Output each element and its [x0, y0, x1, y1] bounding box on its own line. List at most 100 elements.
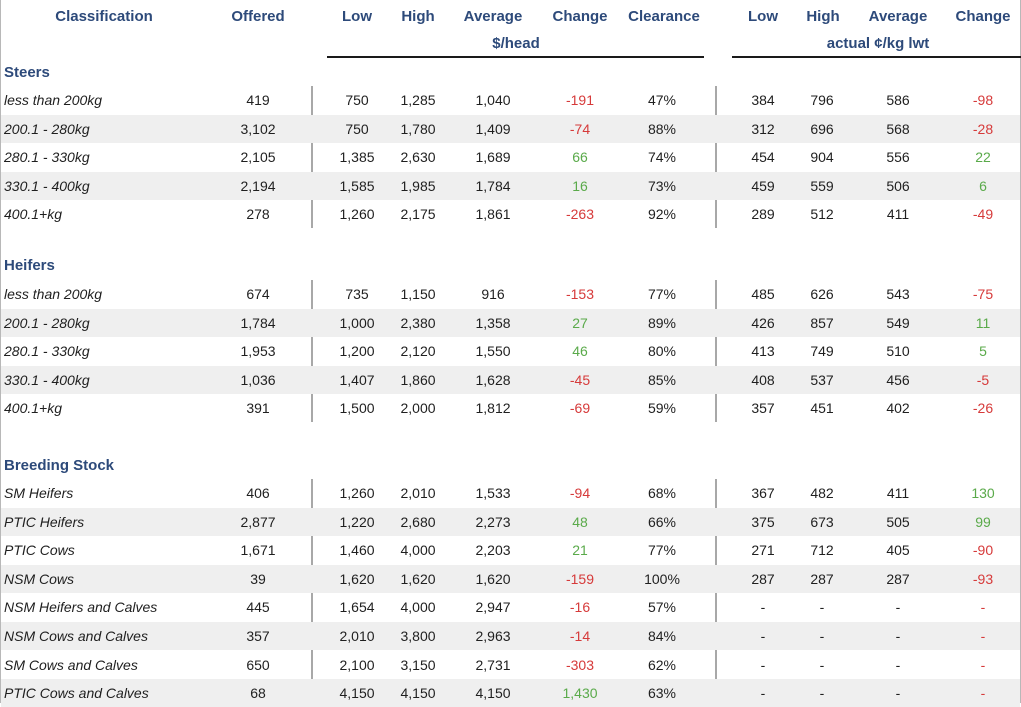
cell-low: 1,260 [339, 485, 375, 501]
column-separator [311, 280, 313, 422]
cell-low: 1,200 [339, 343, 375, 360]
cell-kg-low: 287 [751, 570, 775, 587]
cell-clearance: 77% [647, 286, 677, 302]
cell-clearance: 74% [647, 149, 677, 166]
header-underline-kg [732, 56, 1021, 58]
cell-kg-average: 549 [886, 314, 910, 331]
table-row: SM Heifers 406 1,260 2,010 1,533 -94 68% 367 482… [1, 479, 1020, 507]
cell-change: 66 [572, 149, 588, 166]
cell-clearance: 80% [647, 343, 677, 360]
cell-change: 16 [572, 177, 588, 194]
cell-kg-high: - [819, 599, 825, 616]
cell-kg-change: -28 [972, 120, 994, 137]
cell-high: 3,150 [400, 656, 436, 673]
cell-kg-low: 357 [751, 400, 775, 417]
cell-high: 1,620 [400, 570, 436, 587]
cell-kg-average: 586 [886, 92, 910, 108]
cell-offered: 406 [246, 485, 270, 501]
row-label: 280.1 - 330kg [4, 343, 90, 360]
cell-kg-average: 411 [886, 485, 910, 501]
cell-clearance: 62% [647, 656, 677, 673]
cell-average: 1,409 [475, 120, 511, 137]
cell-kg-average: 456 [886, 371, 910, 388]
cell-kg-low: 312 [751, 120, 775, 137]
cell-offered: 1,671 [240, 542, 276, 559]
cell-average: 2,731 [475, 656, 511, 673]
cell-low: 1,385 [339, 149, 375, 166]
table-row: 280.1 - 330kg 2,105 1,385 2,630 1,689 66 74% 45… [1, 143, 1020, 171]
cell-change: -153 [565, 286, 595, 302]
header-offered: Offered [231, 8, 285, 25]
cell-high: 4,150 [400, 685, 436, 702]
cell-kg-high: - [819, 685, 825, 702]
cell-average: 1,861 [475, 206, 511, 223]
cell-kg-high: 712 [810, 542, 834, 559]
cell-kg-change: - [980, 599, 986, 616]
cell-change: -74 [569, 120, 591, 137]
cell-clearance: 88% [647, 120, 677, 137]
cell-low: 1,460 [339, 542, 375, 559]
header-kg-low: Low [748, 8, 778, 25]
row-label: NSM Cows [4, 570, 75, 587]
cell-change: -69 [569, 400, 591, 417]
cell-offered: 39 [250, 570, 266, 587]
cell-high: 4,000 [400, 599, 436, 616]
cell-average: 916 [481, 286, 505, 302]
cell-kg-low: 426 [751, 314, 775, 331]
table-row: 280.1 - 330kg 1,953 1,200 2,120 1,550 46 80% 41… [1, 337, 1020, 365]
table-row: PTIC Cows and Calves 68 4,150 4,150 4,150 1,4… [1, 679, 1020, 707]
cell-average: 2,203 [475, 542, 511, 559]
column-separator [715, 280, 717, 422]
header-clearance: Clearance [628, 8, 700, 25]
cell-kg-low: 271 [751, 542, 775, 559]
cell-offered: 357 [246, 628, 270, 644]
cell-clearance: 100% [644, 570, 680, 587]
cell-high: 2,680 [400, 513, 436, 530]
cell-kg-high: 904 [810, 149, 834, 166]
row-label: PTIC Heifers [4, 513, 85, 530]
cell-kg-low: 413 [751, 343, 775, 360]
row-label: NSM Cows and Calves [4, 628, 148, 644]
cell-kg-average: 506 [886, 177, 910, 194]
table-row: NSM Cows and Calves 357 2,010 3,800 2,963 -14… [1, 622, 1020, 650]
cell-kg-change: - [980, 628, 986, 644]
table-row: 400.1+kg 391 1,500 2,000 1,812 -69 59% 357 451 40… [1, 394, 1020, 422]
header-kg-change: Change [955, 8, 1011, 25]
cell-high: 2,630 [400, 149, 436, 166]
cell-low: 2,100 [339, 656, 375, 673]
table-row: less than 200kg 419 750 1,285 1,040 -191 47% 38… [1, 86, 1020, 114]
cell-kg-average: 556 [886, 149, 910, 166]
row-label: 330.1 - 400kg [4, 177, 90, 194]
table-left-border [0, 0, 1, 703]
header-average: Average [463, 8, 523, 25]
cell-offered: 445 [246, 599, 270, 616]
cell-low: 735 [345, 286, 369, 302]
cell-average: 1,040 [475, 92, 511, 108]
header-change: Change [552, 8, 608, 25]
cell-average: 2,963 [475, 628, 511, 644]
cell-kg-change: -98 [972, 92, 994, 108]
cell-kg-change: 6 [979, 177, 987, 194]
cell-clearance: 47% [647, 92, 677, 108]
row-label: 200.1 - 280kg [4, 314, 90, 331]
cell-offered: 2,105 [240, 149, 276, 166]
cell-kg-high: 673 [810, 513, 834, 530]
section-title-breeding-stock: Breeding Stock [4, 457, 115, 474]
cell-kg-average: 510 [886, 343, 910, 360]
cell-kg-low: 367 [751, 485, 775, 501]
cell-average: 1,620 [475, 570, 511, 587]
row-label: PTIC Cows [4, 542, 75, 559]
cell-change: -263 [565, 206, 595, 223]
header-classification: Classification [55, 8, 153, 25]
cell-kg-low: 454 [751, 149, 775, 166]
cell-change: 48 [572, 513, 588, 530]
cell-clearance: 85% [647, 371, 677, 388]
cell-kg-change: -90 [972, 542, 994, 559]
cell-offered: 391 [246, 400, 270, 417]
cell-kg-low: 408 [751, 371, 775, 388]
header-low: Low [342, 8, 372, 25]
row-label: SM Cows and Calves [4, 656, 138, 673]
column-separator [311, 86, 313, 228]
cell-kg-change: 11 [975, 314, 991, 331]
cell-change: -94 [569, 485, 591, 501]
